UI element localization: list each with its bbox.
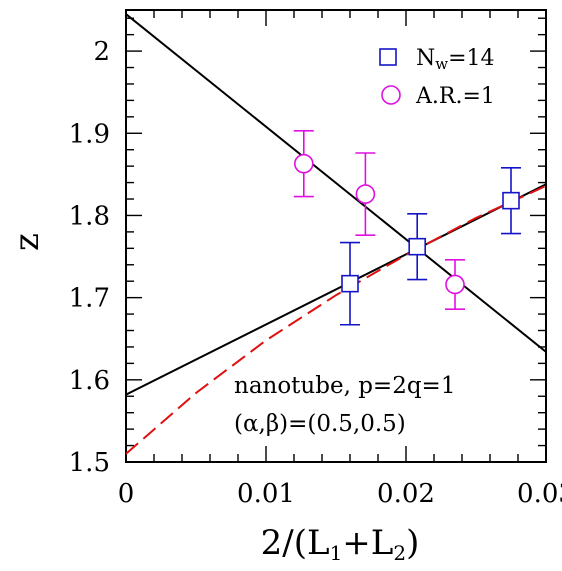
legend-label-ar: A.R.=1 (415, 84, 495, 109)
y-tick-label: 2 (93, 37, 110, 67)
dashed-fit-curve (126, 184, 546, 455)
tick-labels: 0 0.01 0.02 0.03 1.5 1.6 1.7 1.8 1.9 2 (69, 37, 562, 509)
ticks (125, 10, 547, 463)
y-tick-label: 1.8 (69, 201, 110, 231)
legend-square-marker (379, 48, 397, 66)
fit-lines (126, 13, 546, 455)
square-marker (502, 191, 520, 210)
legend: Nw=14 A.R.=1 (379, 46, 495, 109)
circle-marker (445, 274, 465, 295)
annotation-nanotube: nanotube, p=2q=1 (234, 373, 455, 399)
x-tick-label: 0.02 (377, 479, 435, 509)
x-tick-label: 0.03 (517, 479, 562, 509)
square-marker (341, 274, 359, 293)
data-points (293, 130, 521, 326)
fit-line-2 (126, 183, 546, 396)
plot-frame (125, 9, 547, 463)
y-tick-label: 1.7 (69, 284, 110, 314)
circle-marker (293, 153, 314, 174)
annotation-alpha-beta: (α,β)=(0.5,0.5) (234, 411, 406, 437)
x-axis-label: 2/(L1+L2) (261, 523, 420, 565)
y-tick-label: 1.5 (69, 448, 110, 478)
legend-circle-marker (381, 85, 401, 105)
x-tick-label: 0 (118, 479, 135, 509)
circle-marker (355, 184, 376, 204)
y-axis-label: z (7, 233, 47, 251)
legend-label-nw: Nw=14 (416, 46, 495, 73)
x-tick-label: 0.01 (237, 479, 295, 509)
fit-line-1 (126, 13, 546, 353)
y-tick-label: 1.6 (69, 366, 110, 396)
y-tick-label: 1.9 (69, 119, 110, 149)
square-marker (408, 237, 427, 256)
